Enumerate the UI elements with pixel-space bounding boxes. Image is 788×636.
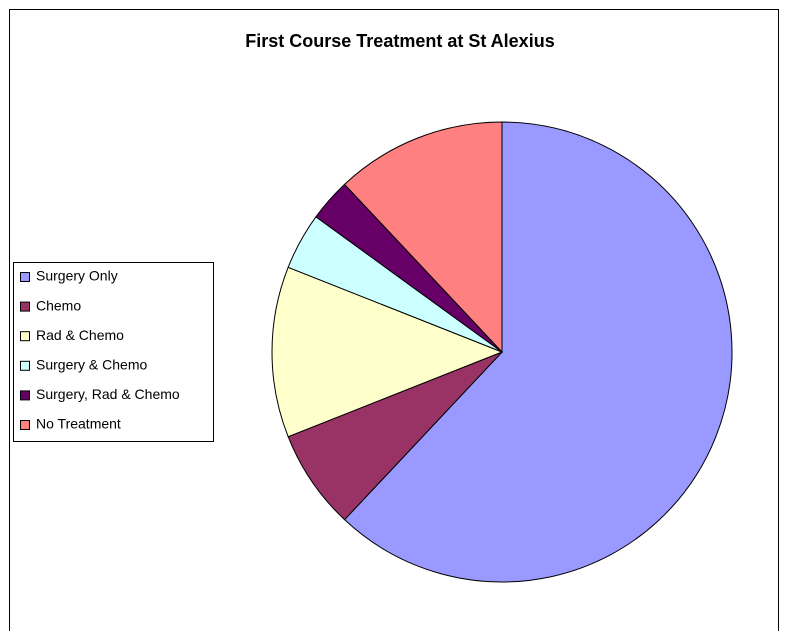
legend-swatch [20, 301, 30, 312]
legend-swatch [20, 360, 30, 371]
legend-label: No Treatment [36, 416, 121, 432]
pie-slice [343, 121, 503, 354]
legend [13, 262, 214, 442]
pie-slice [287, 351, 503, 521]
pie-slice [271, 266, 504, 438]
chart-title: First Course Treatment at St Alexius [245, 31, 554, 51]
legend-label: Surgery, Rad & Chemo [36, 386, 180, 402]
legend-swatch [20, 420, 30, 430]
legend-swatch [20, 272, 30, 282]
legend-label: Surgery Only [36, 268, 118, 284]
legend-label: Rad & Chemo [36, 327, 124, 343]
legend-swatch [20, 331, 30, 342]
legend-label: Chemo [36, 297, 81, 313]
pie-slice [343, 121, 733, 583]
legend-swatch [20, 390, 30, 401]
legend-label: Surgery & Chemo [36, 357, 147, 373]
